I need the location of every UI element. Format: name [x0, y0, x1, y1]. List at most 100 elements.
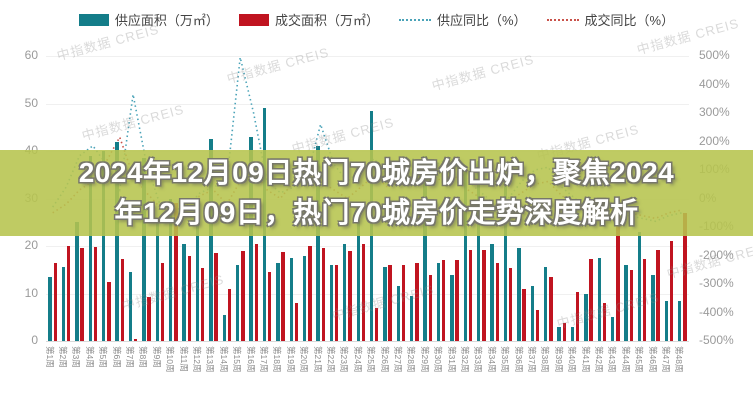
title-line-1: 2024年12月09日热门70城房价出炉，聚焦2024 [78, 157, 675, 188]
bar-transaction-第35周 [509, 268, 513, 341]
bar-supply-第44周 [624, 265, 628, 341]
bar-transaction-第14周 [227, 288, 232, 341]
bar-transaction-第37周 [535, 310, 540, 341]
x-axis-line [46, 341, 689, 342]
y-axis-right-tick: 200% [699, 133, 730, 148]
y-axis-left-tick: 60 [24, 48, 38, 62]
transaction-area-swatch-icon [238, 13, 269, 26]
bar-supply-第40周 [570, 326, 575, 341]
bar-supply-第3周 [75, 222, 79, 341]
supply-yoy-dotted-line-icon [398, 18, 431, 21]
bar-supply-第43周 [611, 317, 615, 341]
bar-supply-第19周 [289, 257, 293, 341]
y-axis-right-tick: -300% [699, 276, 734, 290]
gridline [46, 56, 689, 57]
bar-transaction-第45周 [643, 259, 647, 341]
y-axis-right-tick: 500% [699, 48, 730, 62]
bar-transaction-第46周 [656, 249, 660, 341]
y-axis-left-tick: 10 [24, 285, 38, 300]
bar-transaction-第19周 [294, 303, 299, 341]
bar-transaction-第34周 [495, 263, 500, 341]
gridline [46, 293, 689, 295]
bar-supply-第47周 [664, 300, 668, 341]
bar-supply-第15周 [235, 265, 240, 341]
legend-label-supply-area: 供应面积（万㎡） [114, 13, 219, 28]
bar-supply-第37周 [530, 286, 535, 341]
bar-supply-第23周 [343, 243, 347, 341]
bar-transaction-第11周 [187, 255, 191, 341]
bar-supply-第28周 [410, 295, 414, 341]
bar-supply-第7周 [128, 272, 133, 341]
bar-supply-第27周 [396, 286, 401, 341]
bar-supply-第14周 [222, 314, 226, 341]
chart-legend: 供应面积（万㎡） 成交面积（万㎡） 供应同比（%） 成交同比（%） [0, 10, 753, 29]
bar-transaction-第29周 [428, 274, 433, 341]
bar-transaction-第13周 [214, 253, 218, 341]
legend-item-supply-yoy: 供应同比（%） [398, 10, 527, 29]
bar-transaction-第3周 [80, 248, 84, 341]
bar-transaction-第15周 [241, 250, 245, 341]
bar-supply-第30周 [436, 262, 441, 341]
bar-supply-第29周 [423, 155, 427, 341]
y-axis-right-tick: -500% [699, 333, 734, 347]
bar-transaction-第36周 [522, 288, 526, 341]
y-axis-right-tick: 300% [699, 105, 730, 119]
legend-item-transaction-yoy: 成交同比（%） [546, 10, 674, 29]
bar-transaction-第6周 [120, 258, 124, 341]
bar-supply-第33周 [477, 160, 481, 341]
bar-transaction-第44周 [629, 269, 633, 341]
y-axis-left-tick: 50 [24, 95, 38, 110]
bar-transaction-第12周 [200, 268, 205, 341]
bar-supply-第2周 [61, 267, 66, 341]
bar-supply-第24周 [356, 208, 360, 341]
bar-supply-第18周 [276, 262, 280, 341]
bar-supply-第4周 [88, 155, 92, 341]
bar-supply-第10周 [168, 198, 173, 341]
transaction-yoy-dotted-line-icon [546, 18, 579, 21]
bar-supply-第42周 [597, 257, 602, 341]
bar-transaction-第8周 [147, 296, 151, 341]
bar-transaction-第21周 [321, 248, 325, 341]
bar-supply-第5周 [101, 151, 106, 341]
bar-transaction-第32周 [468, 249, 473, 341]
legend-item-supply-area: 供应面积（万㎡） [78, 10, 219, 29]
title-overlay-band: 2024年12月09日热门70城房价出炉，聚焦2024 年12月09日，热门70… [0, 150, 753, 236]
bar-supply-第22周 [329, 265, 334, 341]
bar-supply-第45周 [637, 231, 642, 341]
supply-area-swatch-icon [78, 13, 109, 26]
bar-supply-第48周 [678, 300, 682, 341]
legend-item-transaction-area: 成交面积（万㎡） [238, 10, 379, 29]
bar-supply-第16周 [249, 136, 253, 341]
bar-transaction-第41周 [589, 258, 593, 341]
bar-supply-第11周 [182, 243, 186, 341]
legend-label-supply-yoy: 供应同比（%） [436, 13, 527, 28]
bar-supply-第35周 [503, 174, 508, 341]
bar-supply-第46周 [651, 274, 655, 341]
bar-transaction-第22周 [334, 265, 339, 341]
bar-transaction-第47周 [669, 241, 674, 341]
y-axis-left-tick: 0 [31, 333, 38, 347]
bar-transaction-第40周 [576, 291, 580, 341]
y-axis-right-tick: -200% [699, 247, 734, 262]
bar-transaction-第9周 [160, 263, 165, 341]
bar-transaction-第5周 [107, 281, 111, 341]
bar-supply-第6周 [115, 141, 119, 341]
bar-supply-第13周 [209, 139, 213, 341]
legend-label-transaction-area: 成交面积（万㎡） [274, 13, 379, 28]
bar-supply-第36周 [517, 248, 521, 341]
bar-supply-第31周 [450, 274, 454, 341]
bar-transaction-第39周 [562, 323, 567, 341]
bar-transaction-第2周 [66, 246, 71, 341]
bar-transaction-第31周 [455, 260, 459, 341]
bar-supply-第20周 [302, 255, 307, 341]
bar-transaction-第18周 [281, 251, 285, 341]
bar-supply-第38周 [544, 267, 548, 341]
bar-supply-第9周 [155, 222, 159, 341]
bar-transaction-第42周 [602, 303, 607, 341]
bar-transaction-第48周 [683, 212, 687, 341]
bar-supply-第1周 [48, 276, 52, 341]
bar-transaction-第16周 [254, 243, 258, 341]
bar-transaction-第33周 [482, 249, 486, 341]
bar-transaction-第26周 [388, 265, 392, 341]
